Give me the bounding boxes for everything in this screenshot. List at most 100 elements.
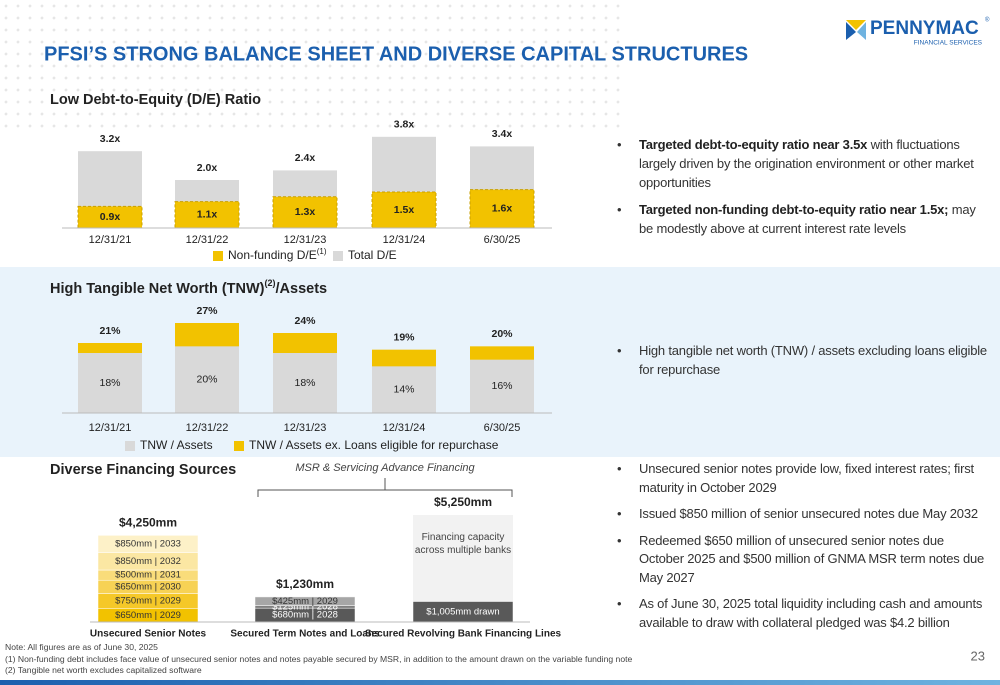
x-tick-label: Secured Revolving Bank Financing Lines	[365, 629, 562, 640]
footnote: Note: All figures are as of June 30, 202…	[5, 642, 158, 652]
segment-label: $650mm | 2029	[115, 610, 181, 621]
bullet-dot: •	[617, 202, 622, 217]
bar	[469, 189, 535, 229]
bullet-dot: •	[617, 506, 622, 521]
bullet-dot: •	[617, 137, 622, 152]
bullets: • High tangible net worth (TNW) / assets …	[617, 341, 987, 387]
slide-title: PFSI’S STRONG BALANCE SHEET AND DIVERSE …	[44, 43, 748, 65]
value-label: 21%	[99, 325, 121, 337]
bullet-body: Redeemed $650 million of unsecured senio…	[639, 532, 985, 585]
value-label: 3.4x	[492, 128, 513, 140]
bar-segment	[254, 596, 356, 606]
x-tick-label: 12/31/23	[284, 422, 327, 434]
logo-mark	[857, 22, 866, 40]
segment-label: $125mm | 2028	[272, 601, 338, 612]
legend-label: Non-funding D/E(1)	[228, 247, 327, 262]
bullet-text: Issued $850 million of senior unsecured …	[639, 505, 978, 524]
x-tick-label: Secured Term Notes and Loans	[230, 629, 380, 640]
x-tick-label: 12/31/24	[383, 422, 426, 434]
legend-name: Non-funding D/E	[228, 248, 317, 262]
x-tick-label: 6/30/25	[484, 422, 521, 434]
x-tick-label: Unsecured Senior Notes	[90, 629, 207, 640]
logo-mark	[846, 20, 866, 30]
bullet-body: with fluctuations largely driven by the …	[639, 137, 974, 190]
value-label: 16%	[491, 380, 512, 392]
total-label: $1,230mm	[276, 577, 334, 591]
bullet: • High tangible net worth (TNW) / assets …	[617, 341, 987, 379]
legend-swatch	[333, 251, 343, 261]
bar	[273, 353, 337, 413]
x-tick-label: 6/30/25	[484, 234, 521, 246]
segment-label: $500mm | 2031	[115, 570, 181, 581]
value-label: 14%	[393, 383, 414, 395]
bar	[372, 366, 436, 413]
legend-label: TNW / Assets ex. Loans eligible for repu…	[249, 438, 499, 452]
bar	[175, 346, 239, 413]
total-label: $5,250mm	[434, 495, 492, 509]
capacity-label: Financing capacity across multiple banks	[414, 532, 512, 556]
bullet-body: may be modestly above at current interes…	[639, 202, 976, 236]
bullet-dot: •	[617, 532, 622, 548]
x-tick-label: 12/31/23	[284, 234, 327, 246]
bullet-dot: •	[617, 343, 622, 358]
value-label: 20%	[196, 373, 217, 385]
footnote: (1) Non-funding debt includes face value…	[5, 653, 633, 664]
value-label: 27%	[196, 305, 218, 317]
footnote: (2) Tangible net worth excludes capitali…	[5, 665, 202, 675]
segment-label: $850mm | 2033	[115, 539, 181, 550]
logo-registered: ®	[985, 17, 990, 24]
segment-label: $425mm | 2029	[272, 596, 338, 607]
bullet-body: High tangible net worth (TNW) / assets e…	[639, 343, 987, 377]
value-label: 0.9x	[100, 211, 121, 223]
bullet: • Redeemed $650 million of unsecured seni…	[617, 532, 987, 588]
value-label: 3.2x	[100, 133, 121, 145]
bullet-bold: Targeted debt-to-equity ratio near 3.5x	[639, 137, 868, 152]
x-tick-label: 12/31/22	[186, 234, 229, 246]
segment-label: $850mm | 2032	[115, 556, 181, 567]
logo-mark	[846, 22, 856, 40]
bullet-text: Unsecured senior notes provide low, fixe…	[639, 460, 987, 497]
title-part: /Assets	[276, 281, 328, 297]
bullet-body: As of June 30, 2025 total liquidity incl…	[639, 596, 983, 630]
bullet-dot: •	[617, 596, 622, 611]
legend-swatch	[213, 251, 223, 261]
bar	[470, 359, 534, 413]
value-label: 18%	[99, 377, 120, 389]
logo-sub: FINANCIAL SERVICES	[914, 40, 983, 47]
bracket	[257, 478, 513, 497]
bullet-text: Targeted non-funding debt-to-equity rati…	[639, 200, 987, 238]
segment-label: $650mm | 2030	[115, 581, 181, 592]
value-label: 1.6x	[492, 203, 513, 215]
dot-pattern	[0, 0, 620, 135]
bullets: • Unsecured senior notes provide low, fix…	[617, 460, 987, 640]
bar	[78, 353, 142, 413]
x-tick-label: 12/31/24	[383, 234, 426, 246]
legend-name: TNW / Assets ex. Loans eligible for repu…	[249, 438, 499, 452]
logo-text: PENNYMAC	[870, 18, 979, 39]
legend-name: TNW / Assets	[140, 438, 213, 452]
value-label: 2.0x	[197, 162, 218, 174]
bullet: • Targeted non-funding debt-to-equity rat…	[617, 200, 987, 238]
bullet-body: Unsecured senior notes provide low, fixe…	[639, 461, 974, 495]
annotation: MSR & Servicing Advance Financing	[295, 462, 475, 474]
title-part: High Tangible Net Worth (TNW)	[50, 281, 265, 297]
bullet: • Targeted debt-to-equity ratio near 3.5x…	[617, 135, 987, 192]
value-label: 19%	[393, 331, 415, 343]
bullet-text: Redeemed $650 million of unsecured senio…	[639, 532, 987, 588]
chart-title: Diverse Financing Sources	[50, 462, 236, 478]
bar	[371, 191, 437, 229]
chart-title: High Tangible Net Worth (TNW)(2)/Assets	[50, 278, 327, 296]
bullet-dot: •	[617, 461, 622, 476]
bullet-text: High tangible net worth (TNW) / assets e…	[639, 341, 987, 379]
page-number: 23	[971, 648, 985, 663]
chart-title: Low Debt-to-Equity (D/E) Ratio	[50, 92, 261, 108]
bullet-text: Targeted debt-to-equity ratio near 3.5x …	[639, 135, 987, 192]
bullet: • Unsecured senior notes provide low, fix…	[617, 460, 987, 497]
total-label: $4,250mm	[119, 516, 177, 530]
bullet-bold: Targeted non-funding debt-to-equity rati…	[639, 202, 949, 217]
bottom-strip	[0, 680, 1000, 685]
bullet-text: As of June 30, 2025 total liquidity incl…	[639, 595, 987, 632]
bullet: • Issued $850 million of senior unsecured…	[617, 505, 987, 524]
